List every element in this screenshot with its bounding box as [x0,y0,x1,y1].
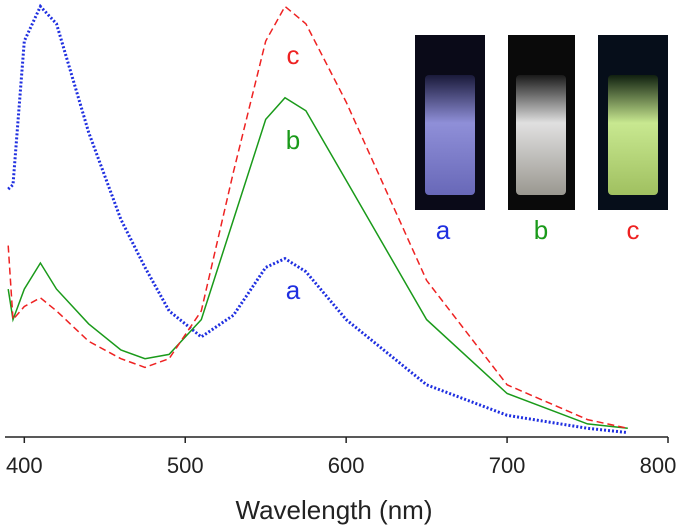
series-line [7,3,628,435]
photos [415,35,668,210]
vial [425,75,475,195]
x-tick-label: 400 [6,453,43,478]
x-tick-label: 700 [489,453,526,478]
photo-label: c [627,215,640,245]
photo-label: a [436,215,451,245]
x-tick-label: 800 [640,453,677,478]
series-line [7,96,628,430]
curve-label: c [287,40,300,70]
x-axis-label: Wavelength (nm) [236,495,433,525]
curve-label: b [286,125,300,155]
photo-label: b [534,215,548,245]
vial [516,75,566,195]
vial [608,75,658,195]
x-tick-label: 500 [167,453,204,478]
curve-label: a [286,275,301,305]
series-line [7,5,628,430]
x-tick-label: 600 [328,453,365,478]
